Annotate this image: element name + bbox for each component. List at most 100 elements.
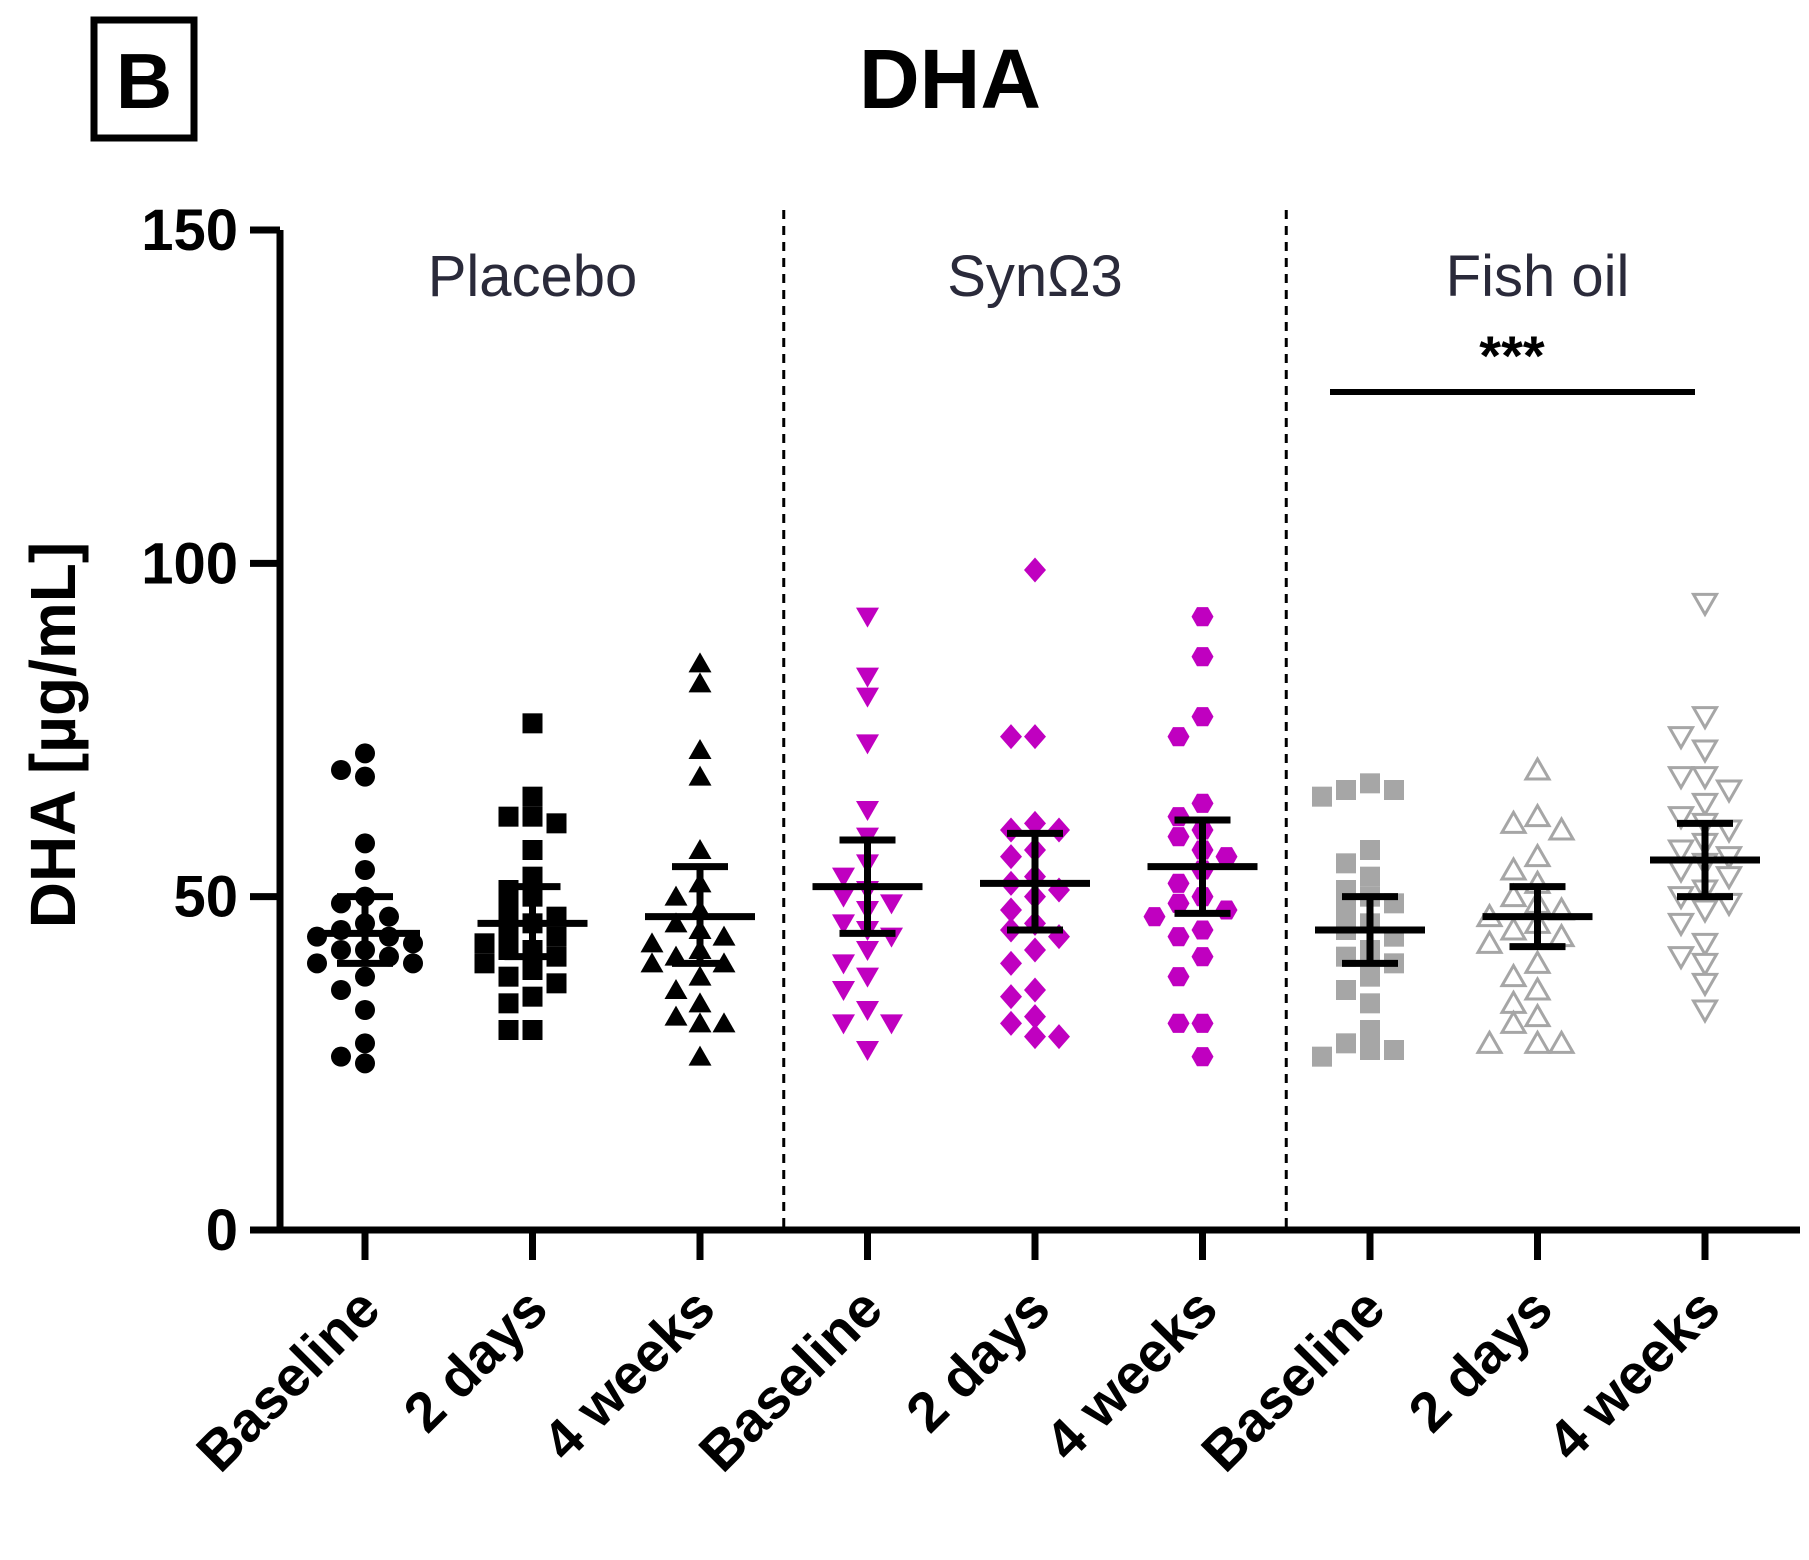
y-axis-label: DHA [µg/mL]	[17, 542, 89, 928]
data-point	[1167, 927, 1190, 947]
data-point	[1666, 859, 1696, 885]
data-point	[1523, 755, 1552, 781]
data-point	[832, 954, 855, 975]
data-point	[522, 713, 543, 734]
data-point	[712, 1012, 736, 1033]
data-point	[688, 965, 712, 986]
data-point	[546, 973, 567, 994]
data-point	[1024, 1024, 1046, 1050]
group-label: SynΩ3	[947, 244, 1123, 309]
group-label: Fish oil	[1446, 244, 1630, 309]
data-point	[1666, 946, 1696, 971]
data-point	[403, 933, 423, 954]
data-point	[832, 914, 855, 935]
data-point	[856, 607, 879, 628]
data-point	[688, 765, 712, 786]
data-point	[1167, 873, 1190, 893]
data-point	[1384, 1040, 1404, 1060]
data-point	[1666, 766, 1696, 791]
data-point	[1499, 915, 1528, 941]
data-point	[688, 1012, 712, 1033]
group-label: Placebo	[428, 244, 638, 309]
data-point	[498, 900, 519, 920]
data-point	[1714, 866, 1744, 891]
data-point	[1024, 724, 1046, 750]
chart-title: DHA	[859, 32, 1041, 126]
y-tick-label: 100	[141, 531, 238, 596]
data-point	[1523, 842, 1552, 868]
data-point	[1690, 899, 1720, 925]
data-point	[1499, 962, 1528, 988]
data-point	[1690, 792, 1720, 818]
data-point	[856, 801, 879, 821]
data-point	[331, 1046, 351, 1067]
data-point	[664, 885, 688, 906]
data-point	[1690, 706, 1720, 731]
data-point	[1666, 726, 1696, 751]
data-point	[474, 933, 495, 954]
data-point	[1000, 1010, 1022, 1036]
data-point	[355, 1000, 375, 1020]
data-point	[1024, 937, 1046, 963]
data-point	[1523, 1029, 1552, 1054]
data-point	[1336, 900, 1356, 920]
data-point	[1360, 1040, 1380, 1060]
data-point	[1360, 966, 1380, 987]
x-tick-label: 4 weeks	[1535, 1276, 1731, 1472]
data-point	[1360, 866, 1380, 887]
data-point	[355, 860, 375, 880]
data-point	[1690, 932, 1720, 958]
y-tick-label: 50	[173, 865, 238, 930]
data-point	[1312, 1046, 1332, 1067]
data-point	[1143, 907, 1166, 927]
data-point	[355, 766, 375, 787]
data-point	[664, 1005, 688, 1026]
data-point	[1024, 1004, 1046, 1030]
data-point	[832, 1014, 855, 1035]
data-point	[522, 960, 543, 980]
data-point	[1690, 766, 1720, 791]
data-point	[688, 1045, 712, 1066]
data-point	[1000, 984, 1022, 1010]
data-point	[1167, 827, 1190, 847]
data-point	[1666, 839, 1696, 865]
data-point	[1215, 847, 1238, 867]
data-point	[1499, 882, 1528, 908]
data-point	[522, 786, 543, 807]
data-point	[712, 925, 736, 946]
data-point	[688, 652, 712, 673]
data-point	[403, 953, 423, 974]
data-point	[1191, 920, 1214, 940]
data-point	[856, 734, 879, 755]
data-point	[1191, 793, 1214, 813]
data-point	[832, 981, 855, 1001]
x-tick-label: 2 days	[894, 1276, 1062, 1444]
panel-label: B	[116, 37, 172, 125]
data-point	[1499, 855, 1528, 881]
data-point	[1191, 647, 1214, 667]
data-point	[1523, 975, 1552, 1001]
data-point	[1024, 557, 1046, 583]
x-tick-label: 2 days	[1396, 1276, 1564, 1444]
data-point	[856, 1041, 879, 1061]
data-point	[355, 743, 375, 764]
data-point	[1547, 922, 1576, 948]
data-point	[1000, 844, 1022, 870]
x-tick-label: Baseline	[687, 1276, 894, 1483]
data-point	[1499, 809, 1528, 834]
x-tick-label: 2 days	[391, 1276, 559, 1444]
data-point	[1024, 977, 1046, 1003]
data-point	[1167, 1013, 1190, 1033]
data-point	[1475, 929, 1504, 954]
data-point	[1523, 949, 1552, 974]
x-tick-label: Baseline	[1189, 1276, 1396, 1483]
data-point	[1024, 810, 1046, 836]
data-point	[331, 980, 351, 1000]
data-point	[522, 866, 543, 887]
data-point	[546, 813, 567, 834]
data-point	[1523, 802, 1552, 828]
data-point	[355, 966, 375, 987]
data-point	[1714, 779, 1744, 805]
data-point	[522, 806, 543, 827]
